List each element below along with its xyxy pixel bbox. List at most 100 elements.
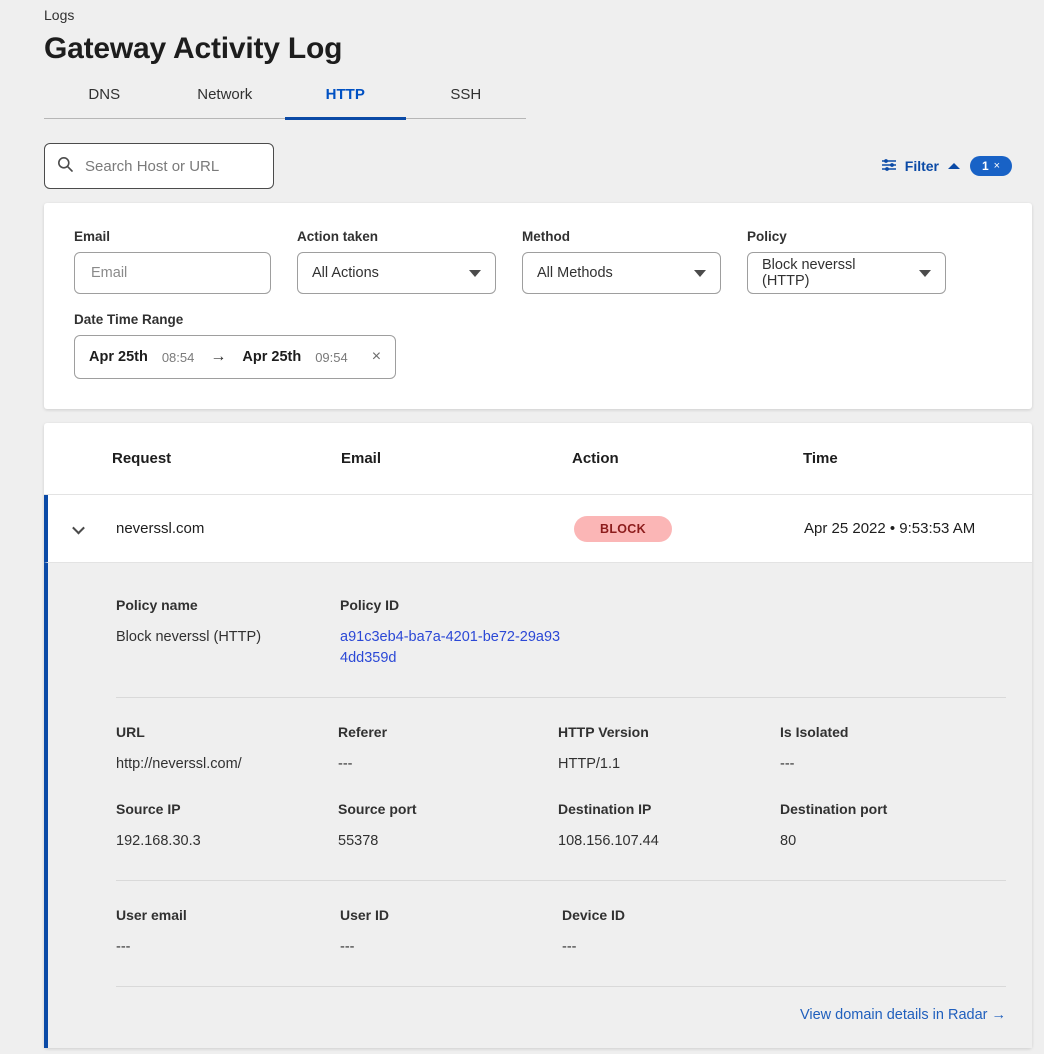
detail-field-http-version: HTTP Version HTTP/1.1 [558,724,780,775]
method-filter-select[interactable]: All Methods [522,252,721,294]
detail-label-destination-port: Destination port [780,801,888,817]
column-header-action: Action [572,450,619,467]
detail-row-user: User email --- User ID --- Device ID --- [116,907,1002,958]
detail-label-source-ip: Source IP [116,801,181,817]
date-range-arrow-icon: → [210,348,227,365]
filter-toggle-button[interactable]: Filter [881,157,961,176]
detail-label-http-version: HTTP Version [558,724,649,740]
policy-filter-select[interactable]: Block neverssl (HTTP) [747,252,946,294]
cell-time: Apr 25 2022 • 9:53:53 AM [803,520,976,537]
tab-http[interactable]: HTTP [285,80,406,120]
tab-ssh[interactable]: SSH [450,86,482,103]
chevron-down-icon [469,269,481,277]
action-filter-label: Action taken [297,229,379,244]
method-filter-value: All Methods [537,265,613,281]
policy-filter-value: Block neverssl (HTTP) [762,257,856,289]
chevron-up-icon [947,158,961,174]
action-filter-select[interactable]: All Actions [297,252,496,294]
policy-filter-label: Policy [747,229,787,244]
detail-field-user-email: User email --- [116,907,340,958]
detail-label-destination-ip: Destination IP [558,801,652,817]
cell-action: BLOCK [574,515,804,542]
detail-field-url: URL http://neverssl.com/ [116,724,338,775]
filter-field-policy: Policy Block neverssl (HTTP) [747,229,946,294]
tab-network[interactable]: Network [197,86,253,103]
tab-dns[interactable]: DNS [88,86,121,103]
detail-label-user-id: User ID [340,907,390,923]
detail-field-policy-name: Policy name Block neverssl (HTTP) [116,597,340,669]
date-range-picker[interactable]: Apr 25th 08:54 → Apr 25th 09:54 × [74,335,397,379]
tab-bar: DNS Network HTTP SSH [44,80,526,120]
detail-value-policy-name: Block neverssl (HTTP) [116,629,262,645]
filter-field-email: Email [74,229,271,294]
detail-field-destination-ip: Destination IP 108.156.107.44 [558,801,780,852]
date-range-end-time: 09:54 [315,349,348,365]
filter-field-method: Method All Methods [522,229,721,294]
detail-field-policy-id: Policy ID a91c3eb4-ba7a-4201-be72-29a934… [340,597,562,669]
date-range-start-date: Apr 25th [89,349,148,365]
action-filter-value: All Actions [312,265,379,281]
detail-value-is-isolated: --- [780,756,795,772]
filter-field-date-range: Date Time Range Apr 25th 08:54 → Apr 25t… [74,312,1002,379]
detail-row-policy: Policy name Block neverssl (HTTP) Policy… [116,597,1002,669]
date-range-end-date: Apr 25th [242,349,302,365]
detail-label-policy-id: Policy ID [340,597,400,613]
detail-field-is-isolated: Is Isolated --- [780,724,1002,775]
detail-value-source-port: 55378 [338,833,379,849]
detail-label-policy-name: Policy name [116,597,198,613]
method-filter-label: Method [522,229,570,244]
email-filter-input-wrap[interactable] [74,252,271,294]
detail-value-referer: --- [338,756,353,772]
detail-value-user-email: --- [116,939,131,955]
column-header-email: Email [341,450,382,467]
chevron-down-icon [919,269,931,277]
detail-value-policy-id-link[interactable]: a91c3eb4-ba7a-4201-be72-29a934dd359d [340,629,561,666]
detail-field-source-ip: Source IP 192.168.30.3 [116,801,338,852]
detail-label-referer: Referer [338,724,388,740]
detail-row-url: URL http://neverssl.com/ Referer --- HTT… [116,724,1002,775]
page-title: Gateway Activity Log [44,32,343,65]
email-filter-input[interactable] [89,264,256,282]
detail-label-url: URL [116,724,145,740]
row-detail-panel: Policy name Block neverssl (HTTP) Policy… [44,563,1032,1048]
detail-label-source-port: Source port [338,801,417,817]
table-row[interactable]: neverssl.com BLOCK Apr 25 2022 • 9:53:53… [44,495,1032,563]
clear-filters-icon[interactable]: × [993,160,1001,172]
filter-sliders-icon [881,157,897,176]
status-badge: BLOCK [574,515,672,542]
detail-divider [116,697,1006,698]
table-header: Request Email Action Time [44,423,1032,495]
detail-label-is-isolated: Is Isolated [780,724,849,740]
filter-count-value: 1 [981,159,989,173]
toolbar: Filter 1 × [0,119,1044,189]
view-domain-details-link[interactable]: View domain details in Radar → [799,1007,1006,1023]
breadcrumb[interactable]: Logs [44,7,75,23]
column-header-request: Request [112,450,172,467]
detail-field-source-port: Source port 55378 [338,801,558,852]
results-card: Request Email Action Time neverssl.com B… [44,423,1032,1048]
detail-divider [116,880,1006,881]
column-header-time: Time [803,450,838,467]
date-range-label: Date Time Range [74,312,184,327]
page-header: Logs Gateway Activity Log DNS Network HT… [0,0,1044,120]
detail-value-url: http://neverssl.com/ [116,756,242,772]
detail-value-user-id: --- [340,939,355,955]
detail-row-network: Source IP 192.168.30.3 Source port 55378… [116,801,1002,852]
detail-value-destination-ip: 108.156.107.44 [558,833,659,849]
detail-label-device-id: Device ID [562,907,626,923]
filter-label: Filter [904,158,939,174]
detail-value-device-id: --- [562,939,577,955]
detail-field-device-id: Device ID --- [562,907,786,958]
detail-divider [116,986,1006,987]
chevron-down-icon[interactable] [72,521,85,534]
chevron-down-icon [694,269,706,277]
detail-value-http-version: HTTP/1.1 [558,756,621,772]
detail-field-user-id: User ID --- [340,907,562,958]
filter-field-row: Email Action taken All Actions Method Al… [74,229,1002,294]
active-filter-count-badge[interactable]: 1 × [970,156,1012,176]
close-icon[interactable]: × [371,348,382,365]
search-box[interactable] [44,143,274,189]
search-input[interactable] [83,156,261,176]
filter-field-action: Action taken All Actions [297,229,496,294]
date-range-start-time: 08:54 [161,349,195,365]
